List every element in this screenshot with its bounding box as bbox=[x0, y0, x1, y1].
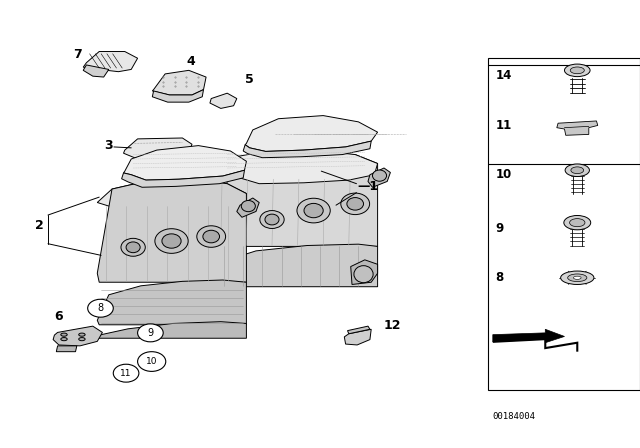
Polygon shape bbox=[216, 155, 378, 246]
Polygon shape bbox=[216, 244, 378, 287]
Polygon shape bbox=[152, 90, 204, 102]
Polygon shape bbox=[53, 326, 102, 346]
Text: 10: 10 bbox=[146, 357, 157, 366]
Ellipse shape bbox=[197, 226, 226, 247]
Polygon shape bbox=[97, 178, 246, 213]
Text: 8: 8 bbox=[495, 271, 504, 284]
Polygon shape bbox=[243, 141, 371, 158]
Text: 8: 8 bbox=[97, 303, 104, 313]
Polygon shape bbox=[122, 170, 244, 187]
Text: 4: 4 bbox=[187, 55, 196, 68]
Polygon shape bbox=[493, 329, 564, 343]
Ellipse shape bbox=[568, 274, 587, 281]
Ellipse shape bbox=[155, 228, 188, 253]
Text: 6: 6 bbox=[54, 310, 63, 323]
Polygon shape bbox=[557, 121, 598, 135]
Ellipse shape bbox=[304, 203, 323, 218]
Text: 7: 7 bbox=[74, 48, 83, 61]
Ellipse shape bbox=[241, 200, 255, 211]
Ellipse shape bbox=[203, 230, 220, 243]
Text: 3: 3 bbox=[104, 139, 113, 152]
Polygon shape bbox=[351, 260, 378, 284]
Polygon shape bbox=[368, 168, 390, 187]
Polygon shape bbox=[56, 346, 77, 352]
Ellipse shape bbox=[570, 67, 584, 73]
Text: —1: —1 bbox=[357, 181, 378, 194]
Text: 11: 11 bbox=[495, 119, 511, 132]
Ellipse shape bbox=[79, 333, 85, 336]
Polygon shape bbox=[344, 329, 371, 345]
Text: 00184004: 00184004 bbox=[493, 412, 536, 421]
Ellipse shape bbox=[61, 338, 67, 340]
Text: 10: 10 bbox=[495, 168, 511, 181]
Ellipse shape bbox=[372, 170, 387, 181]
Polygon shape bbox=[124, 146, 246, 180]
Polygon shape bbox=[83, 52, 138, 72]
Ellipse shape bbox=[573, 276, 581, 280]
Ellipse shape bbox=[162, 234, 181, 248]
Polygon shape bbox=[237, 198, 259, 217]
Text: 9: 9 bbox=[147, 328, 154, 338]
Polygon shape bbox=[97, 280, 246, 325]
Ellipse shape bbox=[561, 271, 594, 284]
Ellipse shape bbox=[260, 211, 284, 228]
Ellipse shape bbox=[297, 198, 330, 223]
Circle shape bbox=[88, 299, 113, 317]
Text: 2: 2 bbox=[35, 220, 44, 233]
Ellipse shape bbox=[341, 193, 370, 215]
Ellipse shape bbox=[571, 167, 584, 173]
Polygon shape bbox=[348, 326, 370, 334]
Ellipse shape bbox=[79, 338, 85, 340]
Circle shape bbox=[113, 364, 139, 382]
Polygon shape bbox=[83, 65, 109, 77]
Ellipse shape bbox=[126, 242, 140, 253]
Polygon shape bbox=[210, 93, 237, 108]
Bar bbox=[488, 58, 640, 390]
Ellipse shape bbox=[347, 198, 364, 210]
Polygon shape bbox=[141, 158, 165, 164]
Polygon shape bbox=[124, 138, 192, 158]
Ellipse shape bbox=[565, 164, 589, 177]
Ellipse shape bbox=[121, 238, 145, 256]
Ellipse shape bbox=[265, 214, 279, 225]
Polygon shape bbox=[97, 178, 246, 282]
Text: 11: 11 bbox=[120, 369, 132, 378]
Ellipse shape bbox=[570, 219, 585, 227]
Ellipse shape bbox=[564, 215, 591, 230]
Polygon shape bbox=[216, 150, 378, 184]
Ellipse shape bbox=[564, 64, 590, 77]
Text: 14: 14 bbox=[495, 69, 512, 82]
Polygon shape bbox=[245, 116, 378, 151]
Text: 12: 12 bbox=[384, 319, 401, 332]
Polygon shape bbox=[93, 322, 246, 338]
Circle shape bbox=[138, 352, 166, 371]
Text: 9: 9 bbox=[495, 222, 504, 235]
Ellipse shape bbox=[61, 333, 67, 336]
Text: 5: 5 bbox=[245, 73, 254, 86]
Circle shape bbox=[138, 324, 163, 342]
Ellipse shape bbox=[354, 266, 373, 283]
Polygon shape bbox=[152, 70, 206, 95]
